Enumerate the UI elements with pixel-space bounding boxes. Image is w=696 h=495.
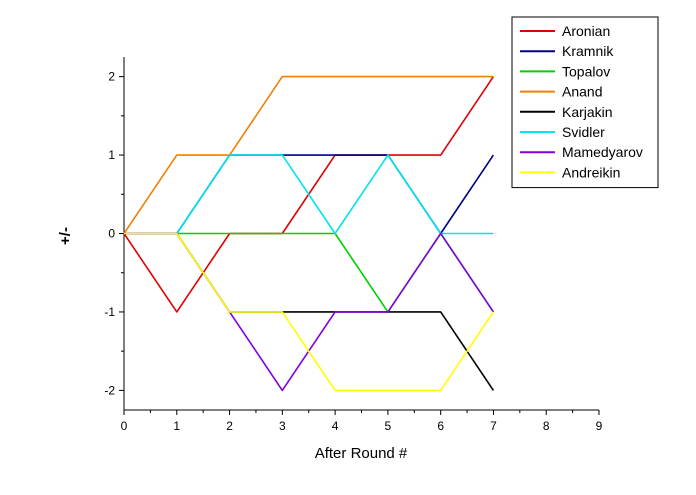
x-tick-label: 4	[332, 419, 339, 433]
legend-label-topalov: Topalov	[562, 63, 610, 79]
x-axis-title: After Round #	[315, 445, 408, 462]
x-tick-label: 9	[596, 419, 603, 433]
y-axis-title: +/-	[57, 227, 74, 245]
legend-box	[511, 16, 659, 189]
series-line-svidler	[124, 154, 494, 235]
legend-label-kramnik: Kramnik	[562, 43, 614, 59]
y-tick-label: -1	[104, 305, 115, 319]
legend-label-mamedyarov: Mamedyarov	[562, 144, 643, 160]
x-tick-label: 6	[437, 419, 444, 433]
x-tick-label: 8	[543, 419, 550, 433]
x-tick-label: 5	[385, 419, 392, 433]
x-tick-label: 7	[490, 419, 497, 433]
x-tick-label: 0	[121, 419, 128, 433]
legend: Aronian Kramnik Topalov Anand Karjakin Svidle…	[511, 16, 659, 189]
legend-label-karjakin: Karjakin	[562, 104, 613, 120]
series-line-karjakin	[124, 232, 495, 391]
legend-label-svidler: Svidler	[562, 124, 605, 140]
y-tick-label: -2	[104, 383, 115, 397]
series-line-topalov	[124, 232, 495, 313]
x-tick-label: 2	[226, 419, 233, 433]
legend-label-anand: Anand	[562, 84, 602, 100]
y-tick-label: 0	[108, 227, 115, 241]
legend-label-andreikin: Andreikin	[562, 164, 620, 180]
series-line-andreikin	[124, 232, 495, 392]
legend-label-aronian: Aronian	[562, 23, 610, 39]
x-tick-label: 3	[279, 419, 286, 433]
x-tick-label: 1	[173, 419, 180, 433]
y-tick-label: 1	[108, 148, 115, 162]
series-line-anand	[123, 75, 494, 234]
axes: 0 1 2 3 4 5 6 7 8 9 -2 -1 0 1 2	[104, 57, 603, 433]
y-tick-label: 2	[108, 70, 115, 84]
series-lines	[123, 75, 495, 392]
